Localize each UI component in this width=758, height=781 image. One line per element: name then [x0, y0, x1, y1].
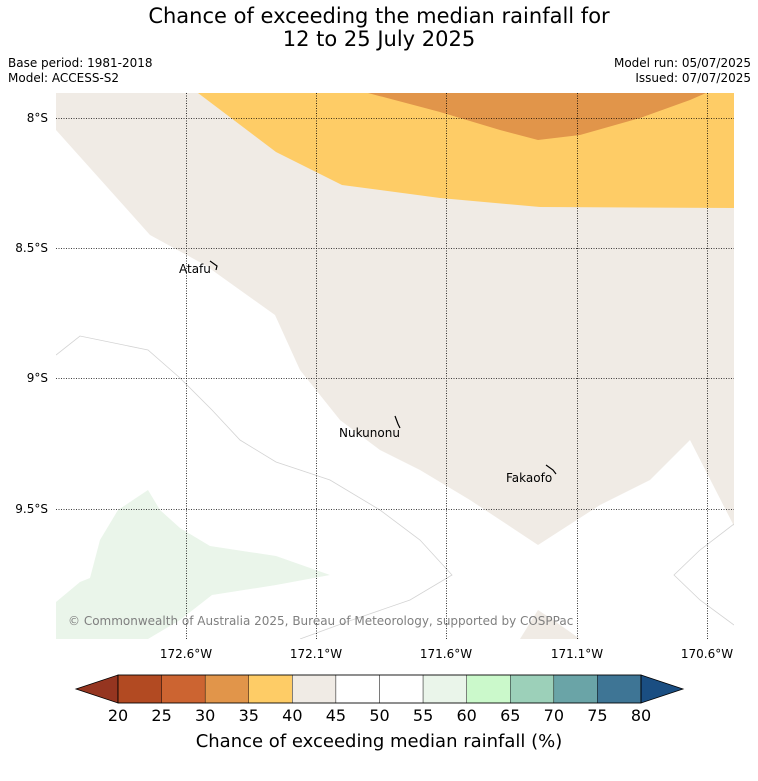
contour-line: [56, 335, 453, 639]
colorbar-tick: 20: [107, 706, 129, 725]
lat-label-9s: 9°S: [26, 371, 48, 385]
colorbar-frame: [117, 674, 642, 704]
title-line-1: Chance of exceeding the median rainfall …: [148, 4, 610, 28]
colorbar-tick: 60: [456, 706, 477, 725]
colorbar-tick: 75: [587, 706, 608, 725]
region-30-35: [368, 93, 706, 140]
title-line-2: 12 to 25 July 2025: [282, 27, 476, 51]
fakaofo-atoll: [545, 464, 557, 475]
graticule: [56, 93, 734, 639]
colorbar-cell: [597, 674, 642, 704]
lon-label-172-1w: 172.1°W: [289, 647, 343, 661]
colorbar-cell: [161, 674, 206, 704]
map-area: [56, 93, 734, 639]
lon-label-172-6w: 172.6°W: [159, 647, 213, 661]
colorbar-tick-labels: 20 25 30 35 40 45 50 55 60 65 70 75 80: [0, 706, 758, 728]
colorbar: [74, 674, 685, 704]
colorbar-cell: [466, 674, 511, 704]
copyright-notice: © Commonwealth of Australia 2025, Bureau…: [68, 614, 574, 628]
colorbar-under-arrow: [74, 674, 119, 704]
colorbar-cell: [335, 674, 380, 704]
place-fakaofo: Fakaofo: [506, 471, 553, 485]
colorbar-over-arrow: [640, 674, 685, 704]
colorbar-cell: [422, 674, 467, 704]
map-title: Chance of exceeding the median rainfall …: [0, 5, 758, 51]
colorbar-tick: 45: [325, 706, 347, 725]
model-run: Model run: 05/07/2025: [613, 56, 751, 70]
meta-right: Model run: 05/07/2025 Issued: 07/07/2025: [614, 56, 751, 86]
colorbar-tick: 35: [238, 706, 259, 725]
colorbar-tick: 55: [412, 706, 434, 725]
colorbar-tick: 80: [630, 706, 652, 725]
colorbar-tick: 50: [369, 706, 390, 725]
colorbar-cell: [379, 674, 424, 704]
colorbar-cell: [553, 674, 598, 704]
issued-date: Issued: 07/07/2025: [635, 71, 751, 85]
colorbar-tick: 70: [543, 706, 564, 725]
place-atafu: Atafu: [179, 262, 211, 276]
lat-label-8-5s: 8.5°S: [15, 241, 48, 255]
colorbar-tick: 25: [151, 706, 172, 725]
contour-line: [673, 523, 734, 626]
lat-label-9-5s: 9.5°S: [15, 502, 48, 516]
region-55-60: [56, 490, 330, 639]
colorbar-cell: [204, 674, 249, 704]
colorbar-tick: 65: [500, 706, 521, 725]
lon-label-171-1w: 171.1°W: [550, 647, 604, 661]
base-period: Base period: 1981-2018: [8, 56, 153, 70]
colorbar-tick: 40: [282, 706, 303, 725]
colorbar-cell: [117, 674, 162, 704]
colorbar-cell: [248, 674, 293, 704]
lat-label-8s: 8°S: [26, 111, 48, 125]
colorbar-cells: [117, 674, 642, 704]
lon-label-170-6w: 170.6°W: [680, 647, 734, 661]
region-40-45-south: [520, 610, 580, 639]
colorbar-tick: 30: [194, 706, 216, 725]
colorbar-cell: [510, 674, 555, 704]
atolls: [209, 260, 557, 475]
atafu-atoll: [209, 260, 218, 271]
model-name: Model: ACCESS-S2: [8, 71, 120, 85]
colorbar-cell: [292, 674, 337, 704]
nukunonu-atoll: [394, 415, 401, 429]
lon-label-171-6w: 171.6°W: [419, 647, 473, 661]
place-nukunonu: Nukunonu: [339, 426, 400, 440]
meta-left: Base period: 1981-2018 Model: ACCESS-S2: [8, 56, 153, 86]
colorbar-label: Chance of exceeding median rainfall (%): [195, 731, 563, 752]
